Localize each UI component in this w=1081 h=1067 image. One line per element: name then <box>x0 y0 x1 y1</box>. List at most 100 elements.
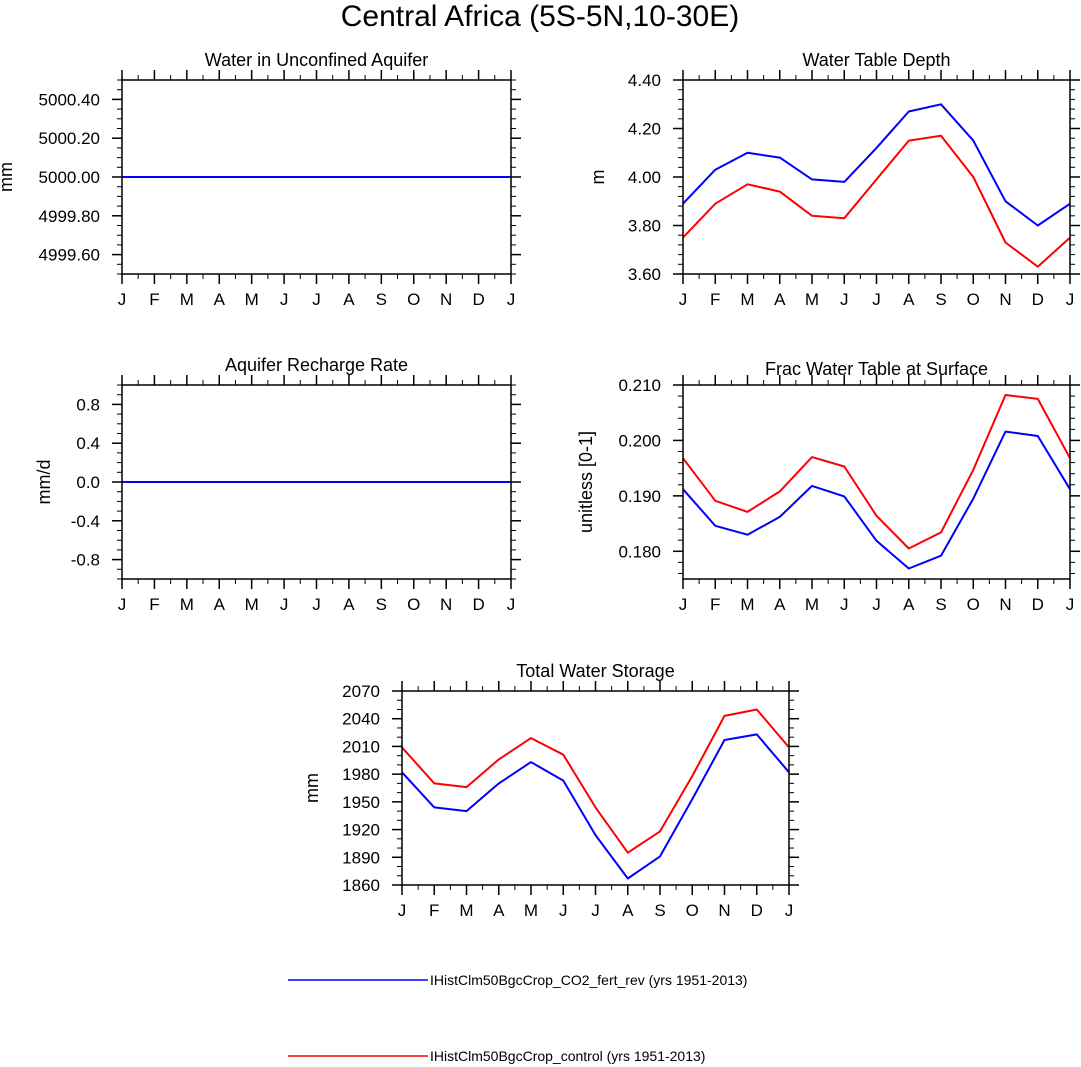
x-tick-label: J <box>312 290 321 309</box>
x-tick-label: J <box>1066 290 1075 309</box>
x-tick-label: A <box>493 901 505 920</box>
x-tick-label: J <box>398 901 407 920</box>
x-tick-label: N <box>440 595 452 614</box>
x-tick-label: J <box>507 290 516 309</box>
x-tick-label: O <box>967 290 980 309</box>
series-line-1 <box>682 134 1071 268</box>
y-tick-label: 5000.20 <box>39 129 100 148</box>
x-tick-label: J <box>591 901 600 920</box>
x-tick-label: D <box>751 901 763 920</box>
legend: IHistClm50BgcCrop_CO2_fert_rev (yrs 1951… <box>288 972 747 1064</box>
x-tick-label: F <box>149 290 159 309</box>
chart-panel-3: Frac Water Table at Surface unitless [0-1… <box>576 359 1080 614</box>
x-tick-label: S <box>376 595 387 614</box>
y-axis-label: unitless [0-1] <box>576 431 596 533</box>
y-tick-label: 0.0 <box>76 473 100 492</box>
panel-title: Water in Unconfined Aquifer <box>205 50 428 70</box>
x-tick-label: M <box>180 595 194 614</box>
x-tick-label: A <box>903 290 915 309</box>
y-tick-label: 4.20 <box>628 120 661 139</box>
x-tick-label: O <box>407 595 420 614</box>
x-tick-label: J <box>840 290 849 309</box>
y-tick-label: 1950 <box>342 793 380 812</box>
y-tick-label: 1860 <box>342 876 380 895</box>
x-tick-label: M <box>524 901 538 920</box>
x-tick-label: O <box>967 595 980 614</box>
y-tick-label: 1920 <box>342 821 380 840</box>
x-tick-label: J <box>559 901 568 920</box>
x-tick-label: A <box>343 595 355 614</box>
x-tick-label: J <box>872 290 881 309</box>
x-tick-label: F <box>429 901 439 920</box>
y-tick-label: 4999.60 <box>39 246 100 265</box>
plot-frame <box>682 384 1071 580</box>
y-tick-label: 0.180 <box>618 542 661 561</box>
x-tick-label: S <box>376 290 387 309</box>
x-tick-label: D <box>472 595 484 614</box>
y-tick-label: 4.00 <box>628 168 661 187</box>
y-tick-label: 5000.00 <box>39 168 100 187</box>
y-tick-label: 2040 <box>342 710 380 729</box>
x-tick-label: D <box>1032 290 1044 309</box>
x-tick-label: J <box>872 595 881 614</box>
y-tick-label: 0.190 <box>618 487 661 506</box>
series-line-1 <box>401 708 790 854</box>
y-tick-label: 4999.80 <box>39 207 100 226</box>
x-tick-label: F <box>710 290 720 309</box>
x-tick-label: J <box>679 595 688 614</box>
x-tick-label: M <box>459 901 473 920</box>
y-tick-label: 3.60 <box>628 265 661 284</box>
x-tick-label: M <box>740 595 754 614</box>
x-tick-label: M <box>245 290 259 309</box>
x-tick-label: F <box>710 595 720 614</box>
y-tick-label: -0.8 <box>71 551 100 570</box>
x-tick-label: J <box>785 901 794 920</box>
x-tick-label: A <box>214 290 226 309</box>
series-line-0 <box>682 430 1071 570</box>
x-tick-label: M <box>245 595 259 614</box>
x-tick-label: J <box>118 595 127 614</box>
y-tick-label: 3.80 <box>628 217 661 236</box>
x-tick-label: A <box>214 595 226 614</box>
x-tick-label: S <box>935 290 946 309</box>
y-axis-label: mm <box>0 162 16 192</box>
x-tick-label: J <box>312 595 321 614</box>
x-tick-label: J <box>1066 595 1075 614</box>
y-tick-label: 0.8 <box>76 395 100 414</box>
x-tick-label: F <box>149 595 159 614</box>
x-tick-label: M <box>805 290 819 309</box>
x-tick-label: J <box>507 595 516 614</box>
x-tick-label: J <box>679 290 688 309</box>
y-tick-label: 0.210 <box>618 376 661 395</box>
x-tick-label: N <box>718 901 730 920</box>
x-tick-label: S <box>654 901 665 920</box>
y-axis-label: mm/d <box>34 460 54 505</box>
y-tick-label: -0.4 <box>71 512 100 531</box>
legend-label-1: IHistClm50BgcCrop_control (yrs 1951-2013… <box>430 1048 705 1064</box>
y-tick-label: 4.40 <box>628 71 661 90</box>
x-tick-label: A <box>903 595 915 614</box>
x-tick-label: A <box>774 595 786 614</box>
plot-frame <box>121 79 512 275</box>
series-line-1 <box>682 394 1071 550</box>
x-tick-label: S <box>935 595 946 614</box>
panel-title: Total Water Storage <box>516 661 674 681</box>
y-tick-label: 2010 <box>342 737 380 756</box>
x-tick-label: O <box>407 290 420 309</box>
y-axis-label: mm <box>302 773 322 803</box>
panel-title: Frac Water Table at Surface <box>765 359 988 379</box>
y-tick-label: 1980 <box>342 765 380 784</box>
series-line-0 <box>682 103 1071 227</box>
x-tick-label: M <box>740 290 754 309</box>
plot-frame <box>682 79 1071 275</box>
x-tick-label: A <box>343 290 355 309</box>
x-tick-label: J <box>840 595 849 614</box>
x-tick-label: J <box>118 290 127 309</box>
y-tick-label: 5000.40 <box>39 90 100 109</box>
